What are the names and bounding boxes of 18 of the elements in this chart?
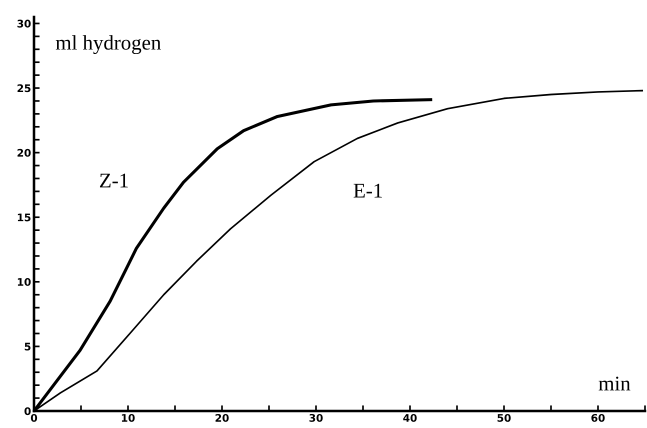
- y-tick-label: 15: [18, 214, 30, 222]
- y-axis-title: ml hydrogen: [56, 35, 161, 54]
- y-tick-label: 10: [18, 278, 31, 286]
- x-tick-label: 0: [30, 414, 38, 422]
- series-label: Z-1: [100, 174, 128, 188]
- x-tick-label: 10: [122, 414, 135, 422]
- y-tick-label: 30: [17, 20, 31, 28]
- series-label: E-1: [354, 184, 382, 198]
- x-tick-label: 40: [403, 414, 417, 422]
- x-tick-label: 60: [591, 414, 605, 422]
- x-tick-label: 30: [309, 414, 323, 422]
- x-tick-label: 20: [216, 414, 229, 422]
- x-tick-label: 50: [498, 414, 511, 422]
- y-tick-label: 5: [24, 342, 30, 351]
- y-tick-label: 25: [18, 84, 30, 92]
- x-axis-title: min: [598, 376, 630, 390]
- y-tick-label: 0: [24, 407, 31, 416]
- y-tick-label: 20: [18, 148, 31, 157]
